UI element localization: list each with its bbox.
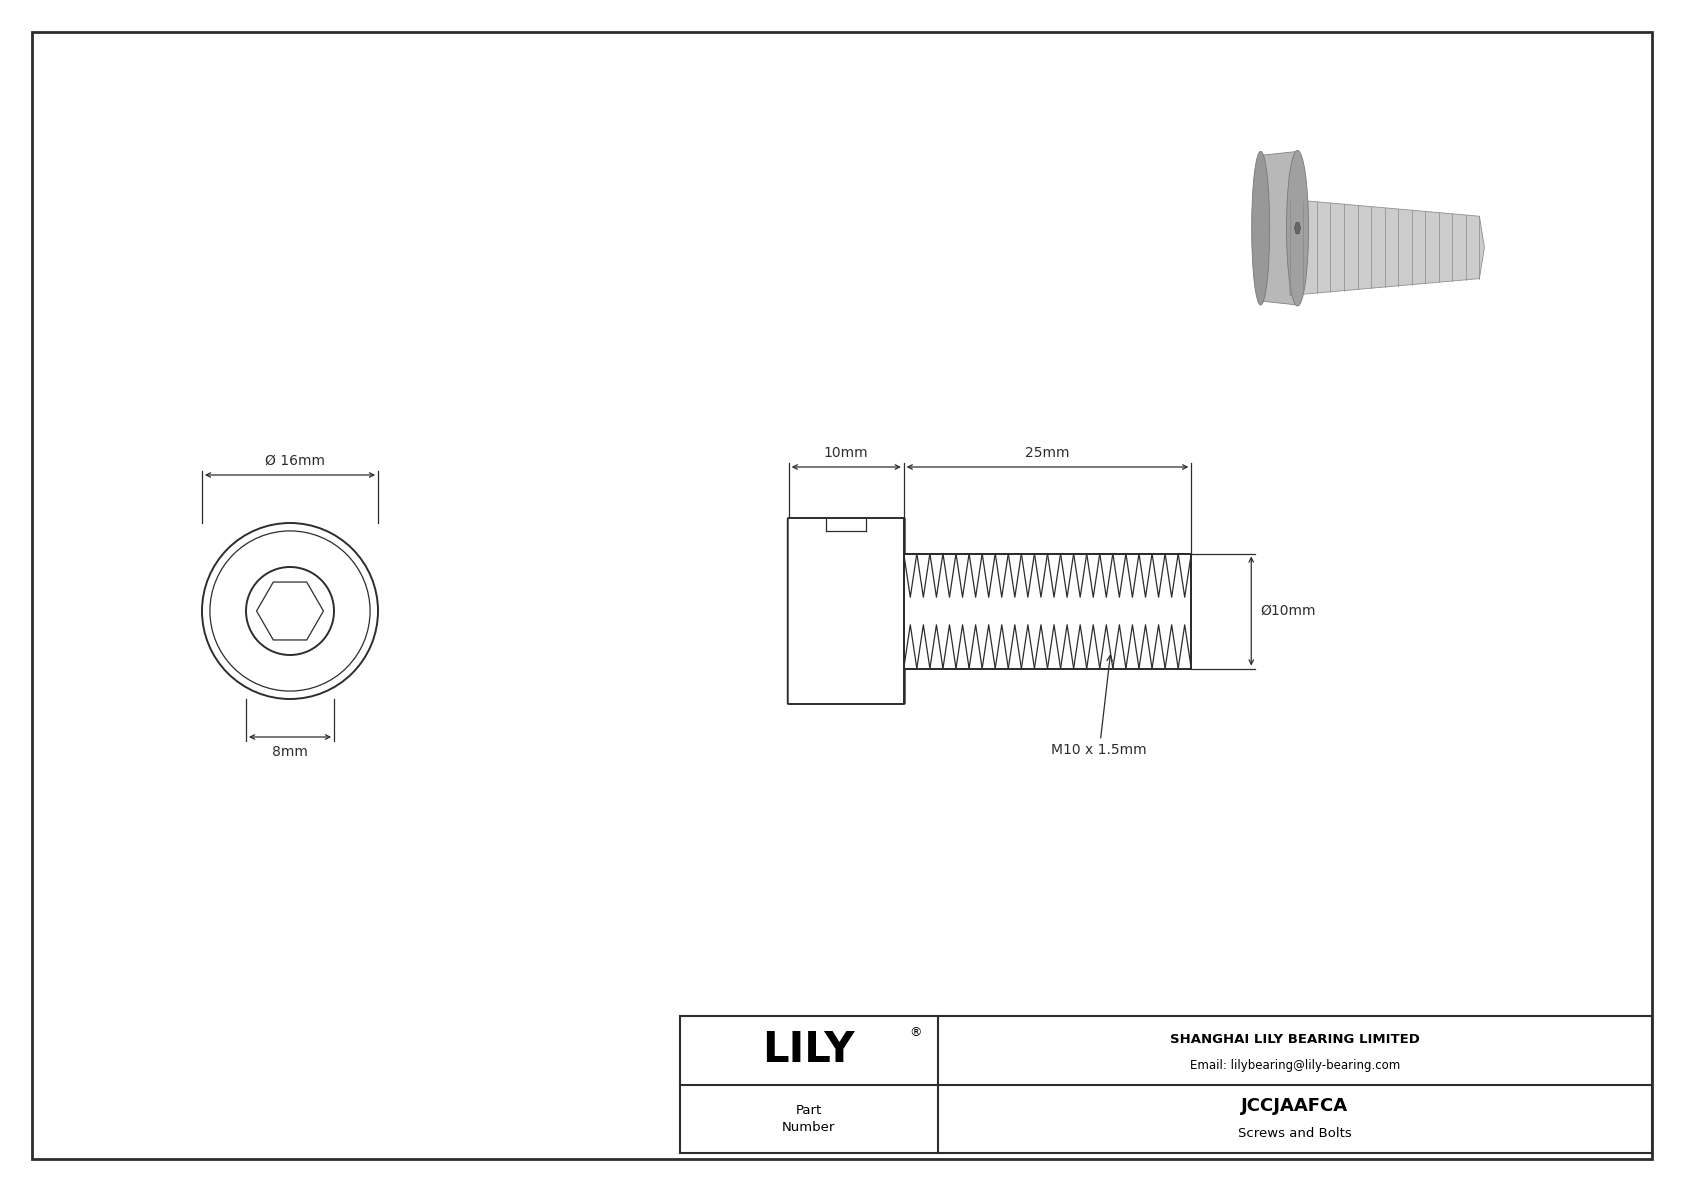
Bar: [904, 554, 1191, 668]
Text: Ø10mm: Ø10mm: [1260, 604, 1315, 618]
Text: Screws and Bolts: Screws and Bolts: [1238, 1128, 1352, 1140]
Polygon shape: [1295, 223, 1300, 233]
Ellipse shape: [1287, 150, 1308, 306]
Ellipse shape: [1251, 151, 1270, 305]
Text: Email: lilybearing@lily-bearing.com: Email: lilybearing@lily-bearing.com: [1189, 1059, 1399, 1072]
Polygon shape: [1290, 199, 1484, 295]
Text: Part
Number: Part Number: [781, 1104, 835, 1134]
Polygon shape: [256, 582, 323, 640]
Bar: [680, 1016, 1652, 1153]
Text: M10 x 1.5mm: M10 x 1.5mm: [1051, 655, 1147, 757]
Bar: [904, 554, 1191, 668]
FancyBboxPatch shape: [788, 518, 904, 704]
Circle shape: [246, 567, 333, 655]
Text: JCCJAAFCA: JCCJAAFCA: [1241, 1097, 1349, 1116]
Text: Ø 16mm: Ø 16mm: [264, 454, 325, 468]
Circle shape: [202, 523, 377, 699]
Text: 10mm: 10mm: [823, 445, 869, 460]
Text: SHANGHAI LILY BEARING LIMITED: SHANGHAI LILY BEARING LIMITED: [1170, 1034, 1420, 1047]
Text: 25mm: 25mm: [1026, 445, 1069, 460]
Text: 8mm: 8mm: [273, 746, 308, 759]
Text: ®: ®: [909, 1025, 921, 1039]
Text: LILY: LILY: [763, 1029, 855, 1071]
Polygon shape: [1261, 151, 1297, 305]
